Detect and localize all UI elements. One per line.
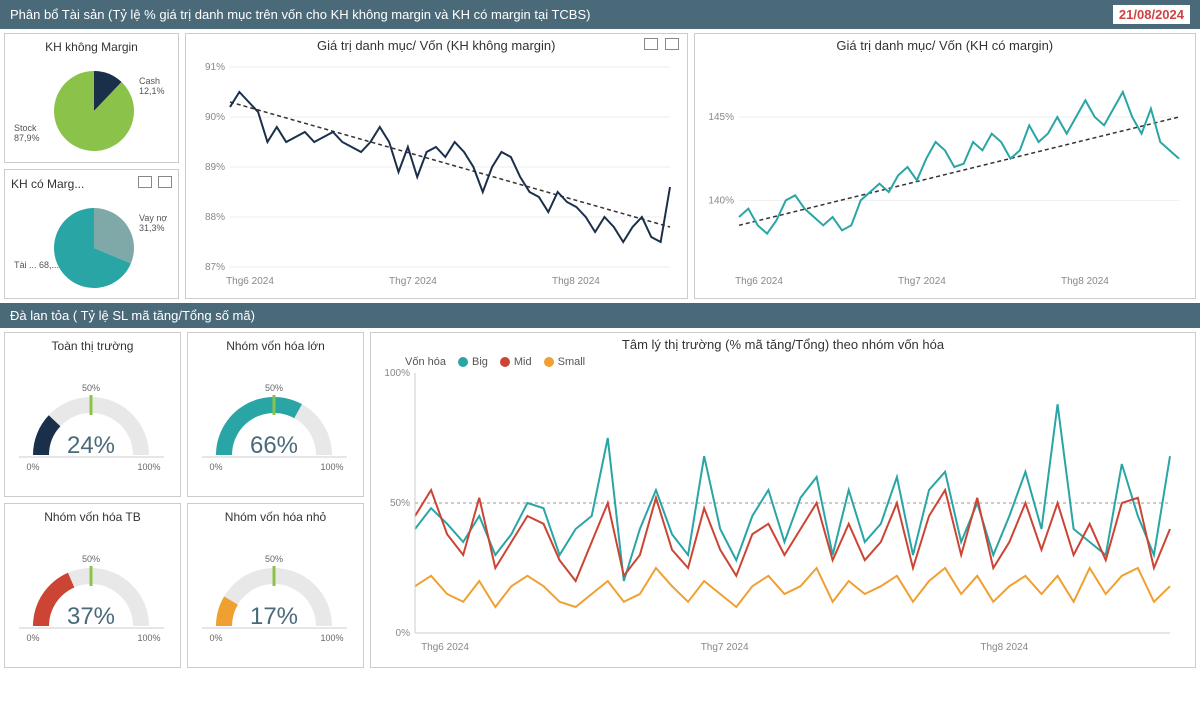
svg-text:Thg7 2024: Thg7 2024	[898, 276, 946, 287]
filter-icon[interactable]	[644, 38, 658, 50]
legend-mid: Mid	[500, 356, 532, 368]
pie2-title: KH có Marg...	[11, 177, 84, 191]
svg-text:50%: 50%	[82, 383, 100, 393]
svg-text:89%: 89%	[205, 162, 225, 173]
svg-text:90%: 90%	[205, 112, 225, 123]
gauge-0-chart: 50% 0% 100% 24%	[9, 355, 174, 490]
svg-text:0%: 0%	[26, 462, 39, 472]
svg-text:0%: 0%	[209, 633, 222, 643]
gauge-3-panel: Nhóm vốn hóa nhỏ 50% 0% 100% 17%	[187, 503, 364, 668]
line1-chart: 87% 88% 89% 90% 91% Thg6 2024 Thg7 2024 Thg8 20…	[190, 57, 680, 292]
svg-text:24%: 24%	[67, 432, 115, 459]
svg-text:140%: 140%	[708, 195, 734, 206]
svg-text:0%: 0%	[209, 462, 222, 472]
svg-text:Thg6 2024: Thg6 2024	[226, 276, 274, 287]
gauge-2-title: Nhóm vốn hóa TB	[9, 508, 176, 526]
multiline-legend: Vốn hóa Big Mid Small	[405, 356, 1191, 368]
svg-text:Thg6 2024: Thg6 2024	[735, 276, 783, 287]
gauge-1-title: Nhóm vốn hóa lớn	[192, 337, 359, 355]
header2-title: Đà lan tỏa ( Tỷ lệ SL mã tăng/Tổng số mã…	[10, 308, 255, 323]
multiline-panel: Tâm lý thị trường (% mã tăng/Tổng) theo …	[370, 332, 1196, 668]
svg-text:31,3%: 31,3%	[139, 223, 165, 233]
svg-text:37%: 37%	[67, 603, 115, 630]
svg-text:17%: 17%	[250, 603, 298, 630]
multiline-title: Tâm lý thị trường (% mã tăng/Tổng) theo …	[375, 337, 1191, 352]
legend-small: Small	[544, 356, 586, 368]
pie1-title: KH không Margin	[9, 38, 174, 56]
svg-text:100%: 100%	[137, 462, 160, 472]
svg-text:88%: 88%	[205, 212, 225, 223]
svg-text:Thg8 2024: Thg8 2024	[552, 276, 600, 287]
gauge-2-panel: Nhóm vốn hóa TB 50% 0% 100% 37%	[4, 503, 181, 668]
svg-text:Thg8 2024: Thg8 2024	[1061, 276, 1109, 287]
svg-text:50%: 50%	[265, 554, 283, 564]
svg-text:0%: 0%	[26, 633, 39, 643]
gauge-0-title: Toàn thị trường	[9, 337, 176, 355]
gauge-0-panel: Toàn thị trường 50% 0% 100% 24%	[4, 332, 181, 497]
svg-text:Thg7 2024: Thg7 2024	[701, 642, 749, 653]
gauge-3-title: Nhóm vốn hóa nhỏ	[192, 508, 359, 526]
svg-text:87,9%: 87,9%	[14, 133, 40, 143]
report-date: 21/08/2024	[1113, 5, 1190, 24]
svg-text:66%: 66%	[250, 432, 298, 459]
svg-text:91%: 91%	[205, 62, 225, 73]
pie1-chart: Cash12,1% Stock87,9%	[9, 56, 174, 156]
svg-text:50%: 50%	[265, 383, 283, 393]
pie2-panel: KH có Marg... Vay nợ31,3% Tài ... 68,...	[4, 169, 179, 299]
pie2-chart: Vay nợ31,3% Tài ... 68,...	[9, 193, 174, 293]
legend-big: Big	[458, 356, 488, 368]
svg-text:100%: 100%	[137, 633, 160, 643]
svg-text:Thg8 2024: Thg8 2024	[980, 642, 1028, 653]
section-header-2: Đà lan tỏa ( Tỷ lệ SL mã tăng/Tổng số mã…	[0, 303, 1200, 328]
svg-text:Tài ... 68,...: Tài ... 68,...	[14, 260, 59, 270]
gauge-1-chart: 50% 0% 100% 66%	[192, 355, 357, 490]
line2-chart: 140% 145% Thg6 2024 Thg7 2024 Thg8 2024	[699, 57, 1189, 292]
line1-title: Giá trị danh mục/ Vốn (KH không margin)	[317, 38, 555, 53]
gauge-1-panel: Nhóm vốn hóa lớn 50% 0% 100% 66%	[187, 332, 364, 497]
filter-icon[interactable]	[138, 176, 152, 188]
multiline-chart: 0% 50% 100% Thg6 2024 Thg7 2024 Thg8 2024	[375, 368, 1180, 658]
pie1-panel: KH không Margin Cash12,1% Stock87,9%	[4, 33, 179, 163]
svg-text:100%: 100%	[320, 633, 343, 643]
svg-text:Vay nợ: Vay nợ	[139, 213, 167, 223]
gauge-2-chart: 50% 0% 100% 37%	[9, 526, 174, 661]
svg-text:100%: 100%	[384, 368, 410, 379]
svg-text:Stock: Stock	[14, 123, 37, 133]
svg-text:87%: 87%	[205, 262, 225, 273]
svg-text:12,1%: 12,1%	[139, 86, 165, 96]
svg-text:Thg6 2024: Thg6 2024	[421, 642, 469, 653]
gauge-3-chart: 50% 0% 100% 17%	[192, 526, 357, 661]
svg-text:145%: 145%	[708, 112, 734, 123]
svg-text:0%: 0%	[396, 628, 411, 639]
header1-title: Phân bổ Tài sản (Tỷ lệ % giá trị danh mụ…	[10, 7, 590, 22]
svg-text:Cash: Cash	[139, 76, 160, 86]
svg-text:50%: 50%	[390, 498, 410, 509]
section-header-1: Phân bổ Tài sản (Tỷ lệ % giá trị danh mụ…	[0, 0, 1200, 29]
svg-text:Thg7 2024: Thg7 2024	[389, 276, 437, 287]
line1-panel: Giá trị danh mục/ Vốn (KH không margin) …	[185, 33, 688, 299]
svg-text:50%: 50%	[82, 554, 100, 564]
focus-icon[interactable]	[665, 38, 679, 50]
focus-icon[interactable]	[158, 176, 172, 188]
legend-label: Vốn hóa	[405, 356, 446, 368]
line2-title: Giá trị danh mục/ Vốn (KH có margin)	[699, 38, 1192, 53]
svg-text:100%: 100%	[320, 462, 343, 472]
line2-panel: Giá trị danh mục/ Vốn (KH có margin) 140…	[694, 33, 1197, 299]
